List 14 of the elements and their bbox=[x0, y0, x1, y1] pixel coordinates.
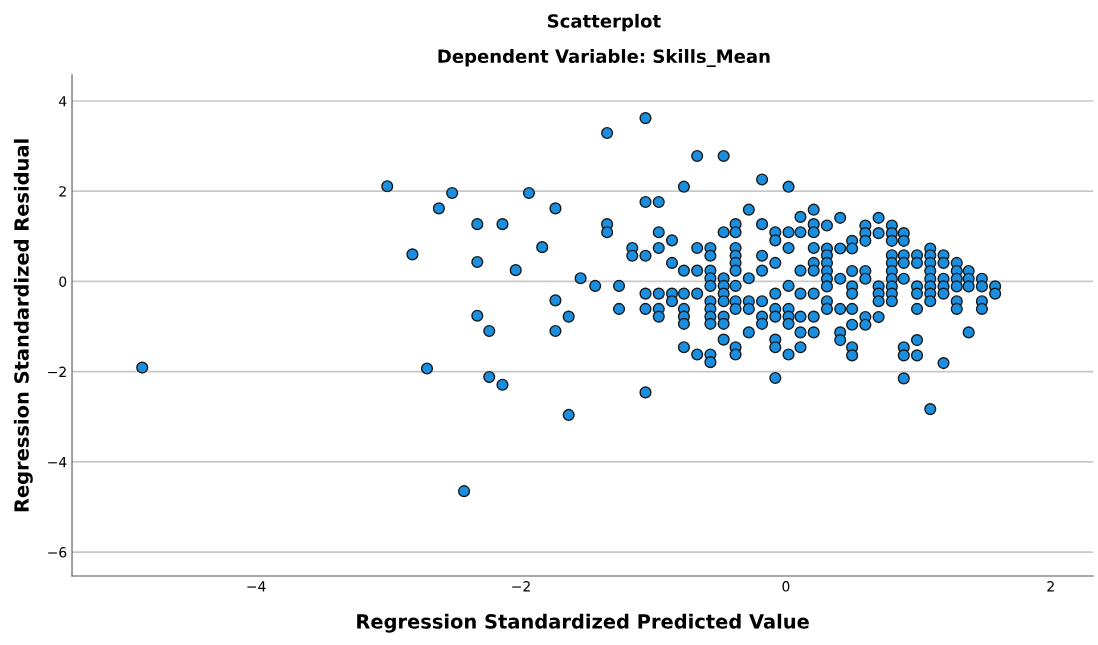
x-tick-label: 0 bbox=[782, 581, 790, 592]
x-tick-label: −2 bbox=[512, 581, 530, 592]
y-tick-label: 4 bbox=[59, 96, 67, 107]
y-tick-label: −2 bbox=[48, 366, 66, 377]
y-tick-label: 2 bbox=[59, 186, 66, 197]
chart-subtitle: Dependent Variable: Skills_Mean bbox=[438, 49, 770, 68]
y-axis-title: Regression Standardized Residual bbox=[13, 139, 33, 512]
x-tick-label: −4 bbox=[247, 581, 266, 592]
y-tick-label: −4 bbox=[48, 457, 67, 468]
x-axis-title: Regression Standardized Predicted Value bbox=[357, 613, 809, 633]
y-tick-label: 0 bbox=[59, 276, 67, 287]
x-tick-label: 2 bbox=[1047, 581, 1054, 592]
chart-title: Scatterplot bbox=[547, 13, 661, 32]
y-tick-label: −6 bbox=[48, 547, 67, 558]
